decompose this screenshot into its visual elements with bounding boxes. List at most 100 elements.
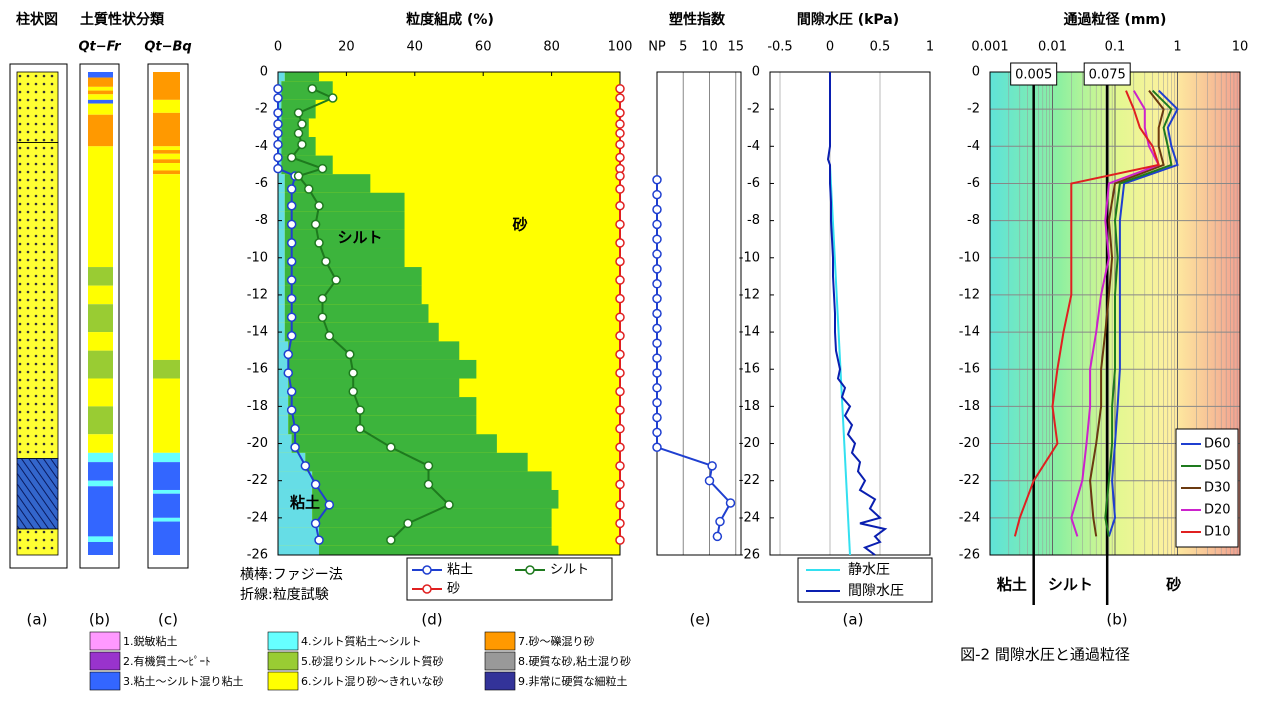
data-point bbox=[652, 189, 662, 200]
fuzzy-silt bbox=[284, 248, 405, 268]
class-label: 5.砂混りシルト～シルト質砂 bbox=[301, 654, 444, 668]
data-point bbox=[652, 264, 662, 274]
fuzzy-silt bbox=[288, 341, 460, 360]
fuzzy-silt bbox=[281, 81, 333, 100]
annotation: 粘土 bbox=[290, 494, 320, 512]
data-point bbox=[355, 405, 365, 415]
y-tick-label: -14 bbox=[247, 325, 268, 340]
fuzzy-silt bbox=[284, 304, 429, 323]
class-band bbox=[153, 489, 180, 494]
series-line bbox=[1013, 90, 1160, 537]
x-tick-label: 100 bbox=[608, 40, 633, 55]
y-tick-label: -16 bbox=[959, 362, 980, 377]
data-point bbox=[615, 405, 625, 415]
x-tick-label: 60 bbox=[475, 40, 492, 55]
x-tick-label: 15 bbox=[727, 40, 744, 55]
data-point bbox=[615, 201, 625, 211]
x-tick-label: 10 bbox=[1232, 40, 1249, 55]
boundary-label-box bbox=[1083, 62, 1131, 86]
fuzzy-silt bbox=[284, 192, 405, 212]
class-band bbox=[88, 480, 113, 487]
fuzzy-silt bbox=[284, 322, 439, 342]
fuzzy-clay bbox=[278, 415, 289, 435]
data-point bbox=[327, 93, 338, 103]
data-point bbox=[615, 293, 625, 304]
layer-pattern bbox=[17, 458, 58, 529]
class-swatch bbox=[89, 651, 121, 671]
data-point bbox=[286, 184, 297, 194]
class-band bbox=[88, 72, 113, 78]
data-point bbox=[283, 368, 294, 378]
annotation: 砂 bbox=[511, 216, 527, 234]
series-line bbox=[1107, 89, 1179, 537]
class-band bbox=[88, 378, 113, 407]
data-point bbox=[652, 234, 662, 244]
y-tick-label: -24 bbox=[247, 510, 268, 525]
class-swatch bbox=[89, 631, 121, 651]
class-band bbox=[88, 304, 113, 333]
class-band bbox=[153, 493, 180, 518]
x-tick-label: 0.001 bbox=[971, 40, 1008, 55]
annotation: シルト bbox=[337, 229, 382, 247]
legend-label: 粘土 bbox=[447, 563, 473, 578]
y-tick-label: -2 bbox=[747, 102, 760, 117]
figure-caption: 図-2 間隙水圧と通過粒径 bbox=[960, 646, 1130, 664]
x-tick-label: 0 bbox=[826, 40, 834, 55]
data-point bbox=[286, 405, 297, 415]
class-band bbox=[88, 486, 113, 537]
data-point bbox=[615, 442, 625, 453]
fuzzy-silt bbox=[291, 434, 497, 453]
y-tick-label: -18 bbox=[739, 399, 760, 414]
panel-label: (a) bbox=[27, 611, 48, 629]
class-band bbox=[88, 94, 113, 100]
class-band bbox=[88, 86, 113, 91]
data-point bbox=[615, 518, 625, 529]
note: 横棒:ファジー法 bbox=[240, 567, 343, 583]
class-band bbox=[88, 267, 113, 286]
fuzzy-clay bbox=[278, 304, 285, 323]
boundary-label: 0.005 bbox=[1015, 68, 1052, 83]
class-label: 2.有機質土～ﾋﾟｰﾄ bbox=[123, 654, 211, 668]
y-tick-label: -16 bbox=[739, 362, 760, 377]
class-band bbox=[153, 163, 180, 171]
y-tick-label: -14 bbox=[959, 325, 980, 340]
zone-label: 粘土 bbox=[997, 576, 1027, 594]
y-tick-label: -18 bbox=[959, 399, 980, 414]
class-label: 6.シルト混り砂～きれいな砂 bbox=[301, 675, 444, 688]
x-tick-label: 80 bbox=[543, 40, 560, 55]
data-point bbox=[355, 423, 365, 434]
data-point bbox=[273, 83, 283, 94]
class-band bbox=[88, 434, 113, 453]
data-point bbox=[273, 108, 283, 118]
data-point bbox=[273, 152, 283, 163]
class-band bbox=[88, 350, 113, 379]
class-band bbox=[88, 406, 113, 435]
class-band bbox=[153, 174, 180, 360]
data-point bbox=[403, 518, 413, 529]
data-point bbox=[293, 171, 304, 181]
legend-label: D50 bbox=[1204, 459, 1231, 474]
series-line bbox=[1089, 89, 1165, 537]
legend-box bbox=[797, 557, 933, 603]
data-point bbox=[423, 461, 434, 471]
fuzzy-silt bbox=[312, 489, 559, 509]
class-label: 4.シルト質粘土～シルト bbox=[301, 634, 422, 648]
fuzzy-silt bbox=[288, 397, 477, 416]
class-band bbox=[88, 452, 113, 463]
class-band bbox=[88, 541, 113, 555]
class-band bbox=[153, 146, 180, 151]
data-point bbox=[615, 219, 625, 230]
data-point bbox=[297, 139, 307, 150]
y-tick-label: -26 bbox=[739, 548, 760, 563]
data-point bbox=[317, 312, 328, 322]
panel-label: (a) bbox=[843, 611, 864, 629]
data-point bbox=[314, 201, 324, 211]
y-tick-label: -10 bbox=[959, 250, 980, 265]
x-tick-label: 10 bbox=[701, 40, 718, 55]
class-swatch bbox=[267, 651, 299, 671]
data-point bbox=[652, 368, 662, 378]
y-tick-label: -22 bbox=[739, 473, 760, 488]
data-point bbox=[615, 119, 625, 129]
